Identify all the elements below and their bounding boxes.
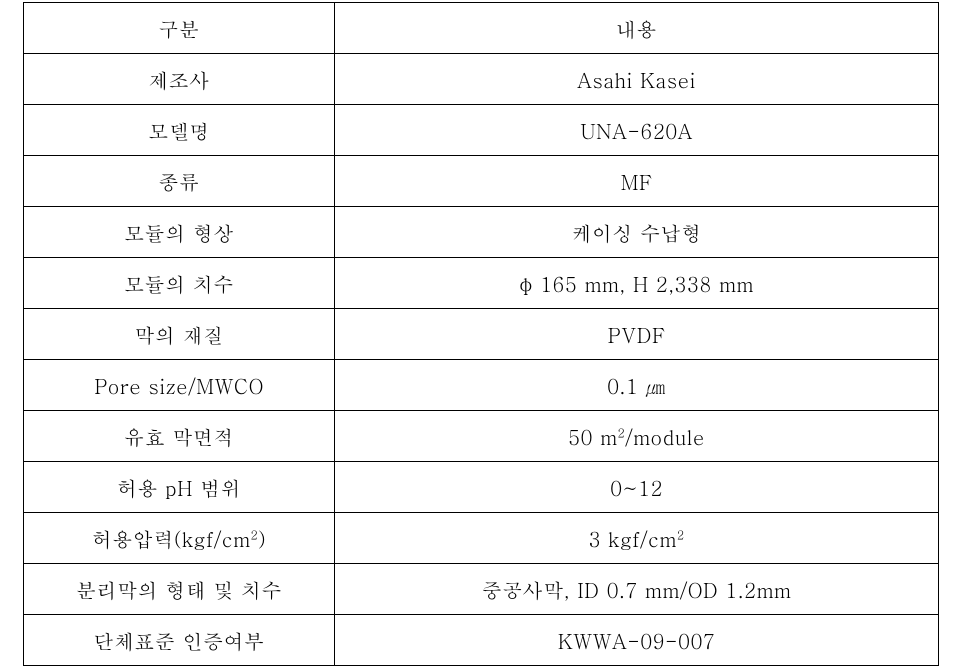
table-row: 제조사Asahi Kasei xyxy=(24,54,939,105)
table-row: 분리막의 형태 및 치수중공사막, ID 0.7 mm/OD 1.2mm xyxy=(24,564,939,615)
row-label: 구분 xyxy=(24,3,335,54)
table-row: 모듈의 치수φ 165 mm, H 2,338 mm xyxy=(24,258,939,309)
table-row: 모듈의 형상케이싱 수납형 xyxy=(24,207,939,258)
row-value: 케이싱 수납형 xyxy=(335,207,939,258)
row-value: 50 m2/module xyxy=(335,411,939,462)
table-row: 종류MF xyxy=(24,156,939,207)
row-label: 허용압력(kgf/cm2) xyxy=(24,513,335,564)
row-value: Asahi Kasei xyxy=(335,54,939,105)
row-label: 분리막의 형태 및 치수 xyxy=(24,564,335,615)
row-value: 중공사막, ID 0.7 mm/OD 1.2mm xyxy=(335,564,939,615)
spec-table: 구분내용제조사Asahi Kasei모델명UNA-620A종류MF모듈의 형상케… xyxy=(23,2,939,666)
spec-table-body: 구분내용제조사Asahi Kasei모델명UNA-620A종류MF모듈의 형상케… xyxy=(24,3,939,666)
table-row: 허용 pH 범위0~12 xyxy=(24,462,939,513)
row-label: 유효 막면적 xyxy=(24,411,335,462)
table-row: 단체표준 인증여부KWWA-09-007 xyxy=(24,615,939,666)
row-value: 0.1 ㎛ xyxy=(335,360,939,411)
row-value: 3 kgf/cm2 xyxy=(335,513,939,564)
row-value: KWWA-09-007 xyxy=(335,615,939,666)
table-row: 유효 막면적50 m2/module xyxy=(24,411,939,462)
row-value: PVDF xyxy=(335,309,939,360)
row-value: MF xyxy=(335,156,939,207)
table-row: 허용압력(kgf/cm2)3 kgf/cm2 xyxy=(24,513,939,564)
table-row: 모델명UNA-620A xyxy=(24,105,939,156)
table-row: 막의 재질PVDF xyxy=(24,309,939,360)
row-label: 단체표준 인증여부 xyxy=(24,615,335,666)
row-label: 허용 pH 범위 xyxy=(24,462,335,513)
row-label: 막의 재질 xyxy=(24,309,335,360)
row-value: 내용 xyxy=(335,3,939,54)
table-row: Pore size/MWCO0.1 ㎛ xyxy=(24,360,939,411)
row-value: φ 165 mm, H 2,338 mm xyxy=(335,258,939,309)
row-label: 종류 xyxy=(24,156,335,207)
table-container: 구분내용제조사Asahi Kasei모델명UNA-620A종류MF모듈의 형상케… xyxy=(0,0,962,648)
row-label: Pore size/MWCO xyxy=(24,360,335,411)
row-label: 모듈의 치수 xyxy=(24,258,335,309)
row-value: 0~12 xyxy=(335,462,939,513)
row-value: UNA-620A xyxy=(335,105,939,156)
row-label: 모델명 xyxy=(24,105,335,156)
row-label: 제조사 xyxy=(24,54,335,105)
table-row: 구분내용 xyxy=(24,3,939,54)
row-label: 모듈의 형상 xyxy=(24,207,335,258)
